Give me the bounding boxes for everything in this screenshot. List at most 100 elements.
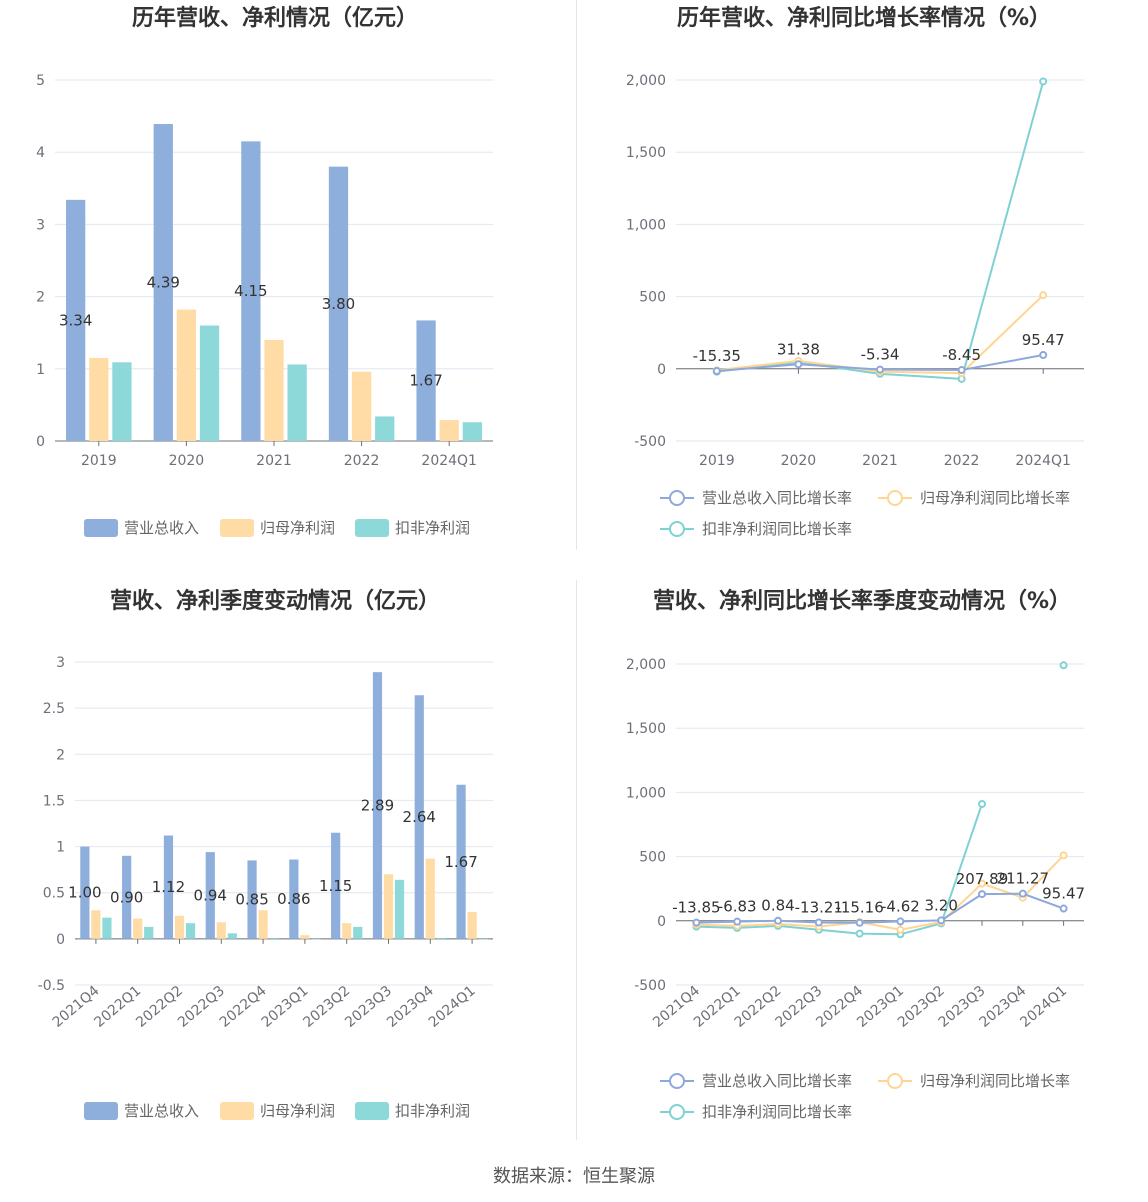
y-tick-label: -500 xyxy=(634,978,666,994)
line-data-label: -4.62 xyxy=(881,897,920,915)
legend-marker xyxy=(669,521,685,537)
bar xyxy=(425,858,435,939)
chart-title: 历年营收、净利情况（亿元） xyxy=(132,5,418,31)
bar xyxy=(289,859,299,939)
y-tick-label: 4 xyxy=(36,145,45,161)
bar xyxy=(311,938,321,940)
bar-data-label: 1.67 xyxy=(444,853,477,871)
y-tick-label: 500 xyxy=(639,290,666,306)
bar-data-label: 0.86 xyxy=(277,890,310,908)
legend-swatch xyxy=(355,1102,389,1120)
line-data-label: -13.85 xyxy=(672,899,720,917)
bar xyxy=(102,917,112,939)
x-tick-label: 2022 xyxy=(344,453,380,469)
data-point xyxy=(774,916,782,925)
series-line xyxy=(716,81,1045,380)
data-point xyxy=(712,367,721,376)
x-tick-label: 2020 xyxy=(169,453,205,469)
bar xyxy=(247,860,257,939)
chart-title: 历年营收、净利同比增长率情况（%） xyxy=(677,5,1051,31)
bar-data-label: 4.39 xyxy=(147,274,180,292)
data-point xyxy=(937,916,946,925)
x-tick-label: 2019 xyxy=(81,453,117,469)
line-data-label: 211.27 xyxy=(997,870,1050,888)
bar xyxy=(375,416,395,441)
bar xyxy=(163,835,174,939)
x-tick-label: 2019 xyxy=(699,453,735,469)
y-tick-label: -0.5 xyxy=(38,978,65,994)
bar-data-label: 2.89 xyxy=(361,797,394,815)
divider-bottom xyxy=(576,580,577,1140)
bar xyxy=(185,923,196,939)
legend-swatch xyxy=(220,519,254,537)
y-tick-label: 500 xyxy=(639,850,666,866)
legend-label: 营业总收入同比增长率 xyxy=(702,489,852,507)
data-point xyxy=(1039,291,1048,300)
y-tick-label: 1,500 xyxy=(626,145,666,161)
line-data-label: 207.89 xyxy=(956,870,1009,888)
legend-label: 扣非净利润 xyxy=(395,519,470,537)
legend-marker xyxy=(669,1104,685,1120)
legend-label: 扣非净利润同比增长率 xyxy=(702,520,852,538)
line-data-label: -13.21 xyxy=(795,898,843,916)
bar-data-label: 0.94 xyxy=(194,886,227,904)
y-tick-label: 3 xyxy=(36,217,45,233)
chart-title: 营收、净利同比增长率季度变动情况（%） xyxy=(653,588,1071,614)
bar xyxy=(176,309,197,441)
y-tick-label: 1.5 xyxy=(43,793,65,809)
bar-data-label: 0.90 xyxy=(110,888,143,906)
bar xyxy=(439,420,459,441)
y-tick-label: 2.5 xyxy=(43,701,65,717)
line-data-label: -6.83 xyxy=(718,898,757,916)
series-line xyxy=(696,892,1064,924)
bar xyxy=(436,937,446,939)
bar xyxy=(416,320,436,441)
data-point xyxy=(1039,351,1048,360)
bar-data-label: 3.34 xyxy=(59,311,92,329)
bar xyxy=(241,141,261,441)
annual-bar-chart: 历年营收、净利情况（亿元） 0 1 2 3 4 5 2019 2020 2021 2022 2024Q… xyxy=(0,0,576,560)
bar xyxy=(227,933,237,939)
bar xyxy=(467,912,477,939)
data-point xyxy=(896,917,905,926)
legend-marker xyxy=(887,490,903,506)
y-tick-label: 2 xyxy=(56,747,65,763)
y-tick-label: 0 xyxy=(657,914,666,930)
bar-data-label: 4.15 xyxy=(234,282,267,300)
data-point xyxy=(1059,851,1068,860)
data-point xyxy=(692,918,701,927)
bar xyxy=(328,166,349,441)
legend-label: 归母净利润 xyxy=(260,1102,335,1120)
legend-label: 扣非净利润 xyxy=(395,1102,470,1120)
bar-data-label: 1.15 xyxy=(319,877,352,895)
y-tick-label: 5 xyxy=(36,73,45,89)
annual-bar-chart-svg: 历年营收、净利情况（亿元） 0 1 2 3 4 5 2019 2020 2021 2022 2024Q… xyxy=(36,5,493,537)
y-tick-label: 3 xyxy=(56,655,65,671)
bar xyxy=(174,915,185,939)
data-point xyxy=(1018,889,1027,898)
legend-marker xyxy=(669,1073,685,1089)
data-source: 数据来源：恒生聚源 xyxy=(493,1166,655,1187)
quarterly-growth-line-chart-svg: 营收、净利同比增长率季度变动情况（%） -500 0 500 1,000 1,500 2,0… xyxy=(626,588,1085,1121)
y-tick-label: 1,500 xyxy=(626,721,666,737)
data-point xyxy=(855,929,864,938)
line-data-label: -5.34 xyxy=(861,346,900,364)
bar xyxy=(80,846,90,939)
line-data-label: -8.45 xyxy=(942,346,981,364)
y-tick-label: 2,000 xyxy=(626,73,666,89)
bar xyxy=(89,357,109,441)
bar xyxy=(258,910,268,939)
bar xyxy=(351,371,372,441)
data-point xyxy=(814,918,823,927)
data-point xyxy=(1059,904,1068,913)
bar xyxy=(287,364,307,441)
annual-growth-line-chart: 历年营收、净利同比增长率情况（%） -500 0 500 1,000 1,500 2,000… xyxy=(576,0,1148,560)
bar xyxy=(269,937,279,939)
bar xyxy=(144,926,154,939)
legend-label: 归母净利润 xyxy=(260,519,335,537)
legend-label: 营业总收入同比增长率 xyxy=(702,1072,852,1090)
x-tick-label: 2024Q1 xyxy=(426,983,479,1031)
y-tick-label: 0 xyxy=(56,932,65,948)
legend-label: 扣非净利润同比增长率 xyxy=(702,1103,852,1121)
bar xyxy=(133,918,143,939)
